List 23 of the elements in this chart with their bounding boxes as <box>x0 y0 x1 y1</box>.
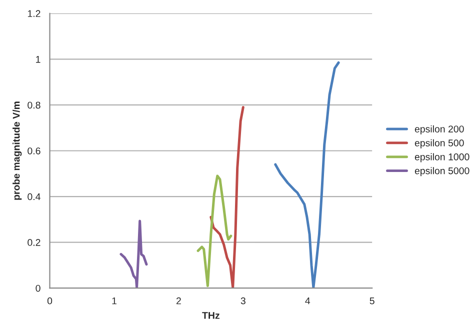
line-series <box>210 106 244 288</box>
x-tick-label: 5 <box>370 297 374 304</box>
x-tick-label: 4 <box>305 297 310 304</box>
x-tick-label: 3 <box>240 297 246 304</box>
y-tick-label: 0.8 <box>28 102 40 109</box>
line-series <box>274 61 340 288</box>
y-tick-label: 1.2 <box>28 10 40 17</box>
y-tick-label: 0.6 <box>28 147 40 154</box>
legend-label: epsilon 5000 <box>414 167 470 176</box>
line-series <box>120 220 148 288</box>
y-tick-label: 1 <box>36 56 40 63</box>
y-axis-title: probe magnitude V/m <box>12 102 22 200</box>
x-tick-label: 1 <box>112 297 116 304</box>
x-axis-title: THz <box>202 312 220 319</box>
x-tick-label: 2 <box>176 297 181 304</box>
legend-label: epsilon 500 <box>414 139 464 148</box>
y-tick-label: 0.2 <box>28 239 40 246</box>
x-tick-label: 0 <box>47 297 52 304</box>
y-tick-label: 0 <box>36 284 40 292</box>
legend-label: epsilon 200 <box>414 125 464 134</box>
line-series <box>196 174 232 288</box>
legend-label: epsilon 1000 <box>414 153 470 162</box>
y-tick-label: 0.4 <box>28 193 40 200</box>
